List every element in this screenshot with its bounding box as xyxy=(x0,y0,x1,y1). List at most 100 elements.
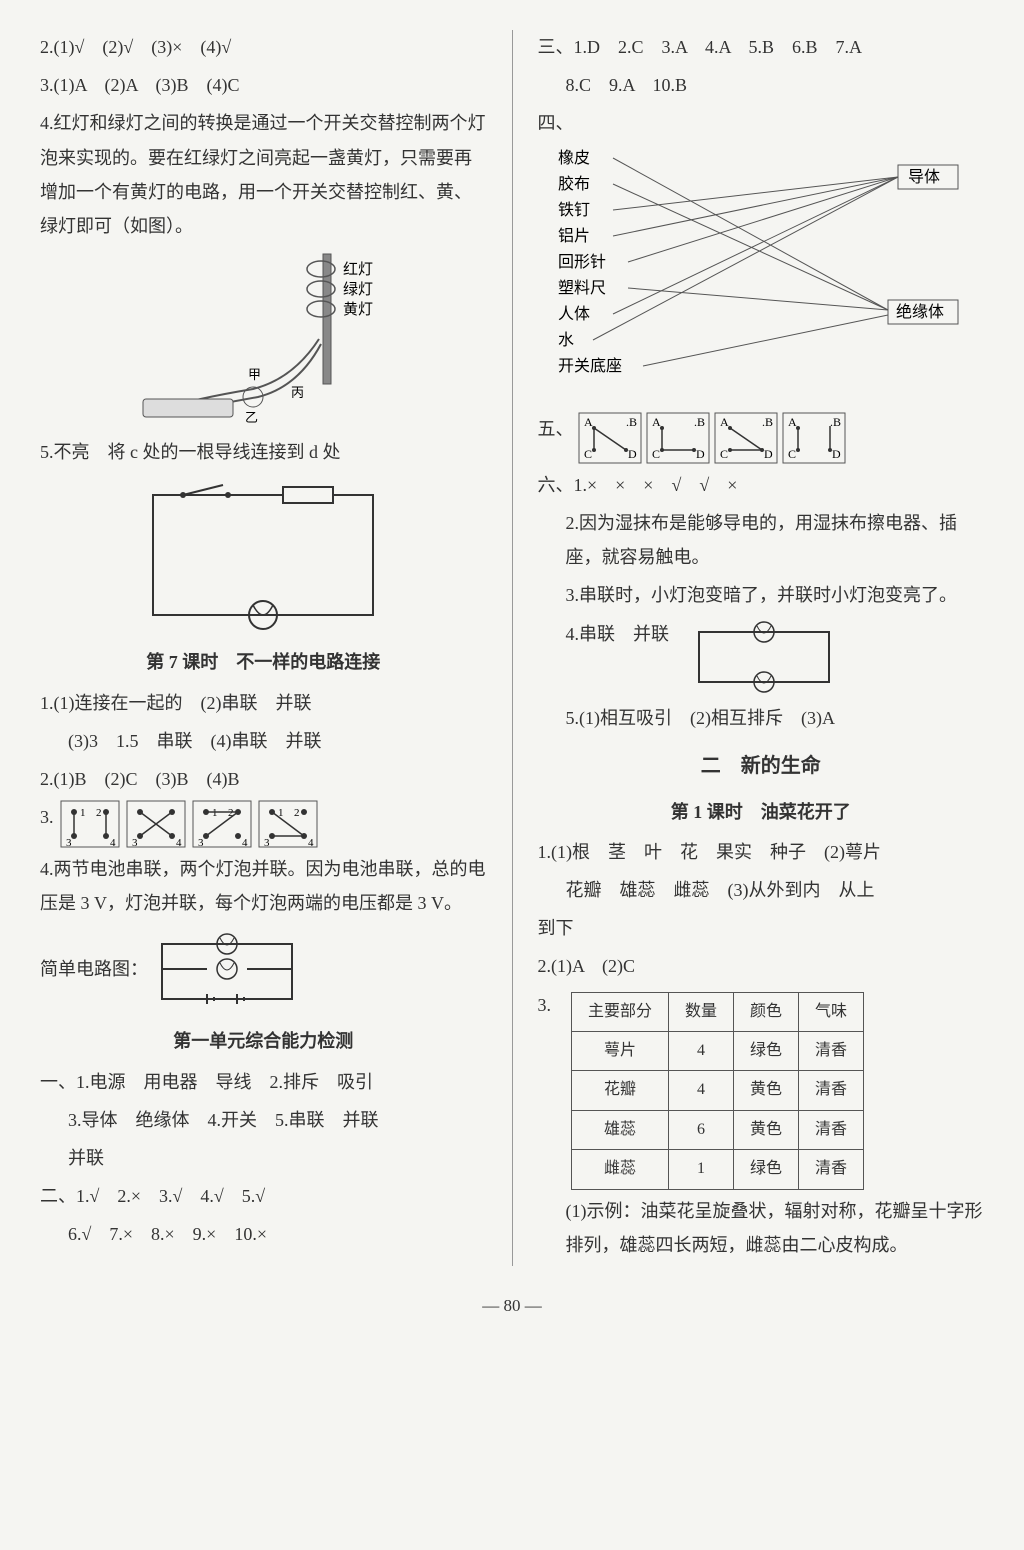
l7-q1b: (3)3 1.5 串联 (4)串联 并联 xyxy=(40,724,487,758)
svg-text:水: 水 xyxy=(558,331,574,349)
page-container: 2.(1)√ (2)√ (3)× (4)√ 3.(1)A (2)A (3)B (… xyxy=(0,0,1024,1286)
svg-text:3: 3 xyxy=(132,837,138,848)
u6-2: 2.因为湿抹布是能够导电的，用湿抹布擦电器、插座，就容易触电。 xyxy=(538,506,985,574)
connector-box-4: 1 2 3 4 xyxy=(258,800,318,848)
u5-label: 五、 xyxy=(538,412,574,446)
svg-text:A: A xyxy=(788,415,797,429)
u1-2b: 6.√ 7.× 8.× 9.× 10.× xyxy=(40,1217,487,1251)
u5-row: 五、 A .B C D A .B C D A xyxy=(538,412,985,464)
svg-text:.B: .B xyxy=(830,415,841,429)
u6-4: 4.串联 并联 xyxy=(566,617,670,651)
svg-text:红灯: 红灯 xyxy=(343,261,373,278)
svg-text:2: 2 xyxy=(96,807,102,819)
th-smell: 气味 xyxy=(799,992,864,1031)
connector-box-3: 1 2 3 4 xyxy=(192,800,252,848)
svg-text:导体: 导体 xyxy=(908,168,940,186)
svg-text:铁钉: 铁钉 xyxy=(558,201,590,219)
th-qty: 数量 xyxy=(669,992,734,1031)
svg-text:D: D xyxy=(832,447,841,461)
u6-5: 5.(1)相互吸引 (2)相互排斥 (3)A xyxy=(538,701,985,735)
match-item: 橡皮 xyxy=(558,149,590,167)
u4-row: 四、 xyxy=(538,106,985,140)
connector-box-1: 1 2 3 4 xyxy=(60,800,120,848)
svg-text:甲: 甲 xyxy=(248,367,261,382)
q2: 2.(1)√ (2)√ (3)× (4)√ xyxy=(40,30,487,64)
lesson-1-heading: 第 1 课时 油菜花开了 xyxy=(538,795,985,829)
q4: 4.红灯和绿灯之间的转换是通过一个开关交替控制两个灯泡来实现的。要在红绿灯之间亮… xyxy=(40,106,487,243)
connector-box-2: 3 4 xyxy=(126,800,186,848)
u3: 三、1.D 2.C 3.A 4.A 5.B 6.B 7.A xyxy=(538,30,985,64)
u1-2: 二、1.√ 2.× 3.√ 4.√ 5.√ xyxy=(40,1179,487,1213)
svg-text:3: 3 xyxy=(264,837,270,848)
unit1-title: 第一单元综合能力检测 xyxy=(40,1024,487,1058)
u6-4-row: 4.串联 并联 xyxy=(538,617,985,697)
svg-text:.B: .B xyxy=(762,415,773,429)
svg-text:4: 4 xyxy=(110,837,116,848)
svg-text:人体: 人体 xyxy=(558,305,590,323)
svg-text:1: 1 xyxy=(212,807,218,819)
page-number: — 80 — xyxy=(0,1286,1024,1338)
ab-box-4: A .B C D xyxy=(782,412,846,464)
svg-text:C: C xyxy=(720,447,728,461)
column-divider xyxy=(512,30,513,1266)
svg-text:4: 4 xyxy=(308,837,314,848)
s2-q3-note: (1)示例：油菜花呈旋叠状，辐射对称，花瓣呈十字形排列，雄蕊四长两短，雌蕊由二心… xyxy=(538,1194,985,1262)
matching-diagram: 橡皮 胶布 铁钉 铝片 回形针 塑料尺 人体 水 开关底座 导体 绝缘体 xyxy=(558,145,985,406)
left-column: 2.(1)√ (2)√ (3)× (4)√ 3.(1)A (2)A (3)B (… xyxy=(40,30,487,1266)
flower-table: 主要部分 数量 颜色 气味 萼片 4 绿色 清香 花瓣 4 黄色 清香 xyxy=(571,992,864,1190)
svg-text:D: D xyxy=(696,447,705,461)
right-column: 三、1.D 2.C 3.A 4.A 5.B 6.B 7.A 8.C 9.A 10… xyxy=(538,30,985,1266)
svg-text:3: 3 xyxy=(198,837,204,848)
s2-q1b: 花瓣 雄蕊 雌蕊 (3)从外到内 从上 xyxy=(538,873,985,907)
svg-text:C: C xyxy=(584,447,592,461)
section-2-title: 二 新的生命 xyxy=(538,747,985,785)
svg-text:A: A xyxy=(720,415,729,429)
svg-text:.B: .B xyxy=(694,415,705,429)
s2-q1c: 到下 xyxy=(538,911,985,945)
ab-box-3: A .B C D xyxy=(714,412,778,464)
circuit-rect xyxy=(40,475,487,635)
simple-circuit-row: 简单电路图： xyxy=(40,924,487,1014)
svg-text:绝缘体: 绝缘体 xyxy=(896,303,944,321)
svg-text:4: 4 xyxy=(176,837,182,848)
svg-text:2: 2 xyxy=(294,807,300,819)
svg-text:A: A xyxy=(584,415,593,429)
s2-q3-row: 3. 主要部分 数量 颜色 气味 萼片 4 绿色 清香 花瓣 4 黄色 xyxy=(538,988,985,1194)
svg-text:绿灯: 绿灯 xyxy=(343,281,373,298)
svg-text:.B: .B xyxy=(626,415,637,429)
u1-1: 一、1.电源 用电器 导线 2.排斥 吸引 xyxy=(40,1065,487,1099)
l7-q1a: 1.(1)连接在一起的 (2)串联 并联 xyxy=(40,686,487,720)
parallel-circuit-2 xyxy=(689,617,839,697)
s2-q1a: 1.(1)根 茎 叶 花 果实 种子 (2)萼片 xyxy=(538,835,985,869)
u4-label: 四、 xyxy=(538,106,574,140)
svg-text:开关底座: 开关底座 xyxy=(558,357,622,375)
u1-1c: 并联 xyxy=(40,1141,487,1175)
l7-q3-label: 3. xyxy=(40,800,54,834)
svg-text:C: C xyxy=(652,447,660,461)
th-part: 主要部分 xyxy=(572,992,669,1031)
svg-text:黄灯: 黄灯 xyxy=(343,301,373,318)
u6-3: 3.串联时，小灯泡变暗了，并联时小灯泡变亮了。 xyxy=(538,578,985,612)
svg-text:4: 4 xyxy=(242,837,248,848)
svg-text:铝片: 铝片 xyxy=(558,227,590,245)
svg-text:1: 1 xyxy=(80,807,86,819)
s2-q3-label: 3. xyxy=(538,988,552,1022)
parallel-circuit-1 xyxy=(152,924,302,1014)
svg-text:C: C xyxy=(788,447,796,461)
svg-text:乙: 乙 xyxy=(245,410,258,425)
ab-box-1: A .B C D xyxy=(578,412,642,464)
svg-text:丙: 丙 xyxy=(291,385,304,400)
traffic-light-diagram: 红灯 绿灯 黄灯 甲 丙 乙 xyxy=(40,249,487,429)
svg-text:A: A xyxy=(652,415,661,429)
q5: 5.不亮 将 c 处的一根导线连接到 d 处 xyxy=(40,435,487,469)
svg-text:3: 3 xyxy=(66,837,72,848)
s2-q2: 2.(1)A (2)C xyxy=(538,949,985,983)
svg-text:胶布: 胶布 xyxy=(558,175,590,193)
lesson-7-heading: 第 7 课时 不一样的电路连接 xyxy=(40,645,487,679)
q3: 3.(1)A (2)A (3)B (4)C xyxy=(40,68,487,102)
l7-q4: 4.两节电池串联，两个灯泡并联。因为电池串联，总的电压是 3 V，灯泡并联，每个… xyxy=(40,852,487,920)
u3b: 8.C 9.A 10.B xyxy=(538,68,985,102)
svg-text:D: D xyxy=(628,447,637,461)
ab-box-2: A .B C D xyxy=(646,412,710,464)
svg-text:回形针: 回形针 xyxy=(558,253,606,271)
